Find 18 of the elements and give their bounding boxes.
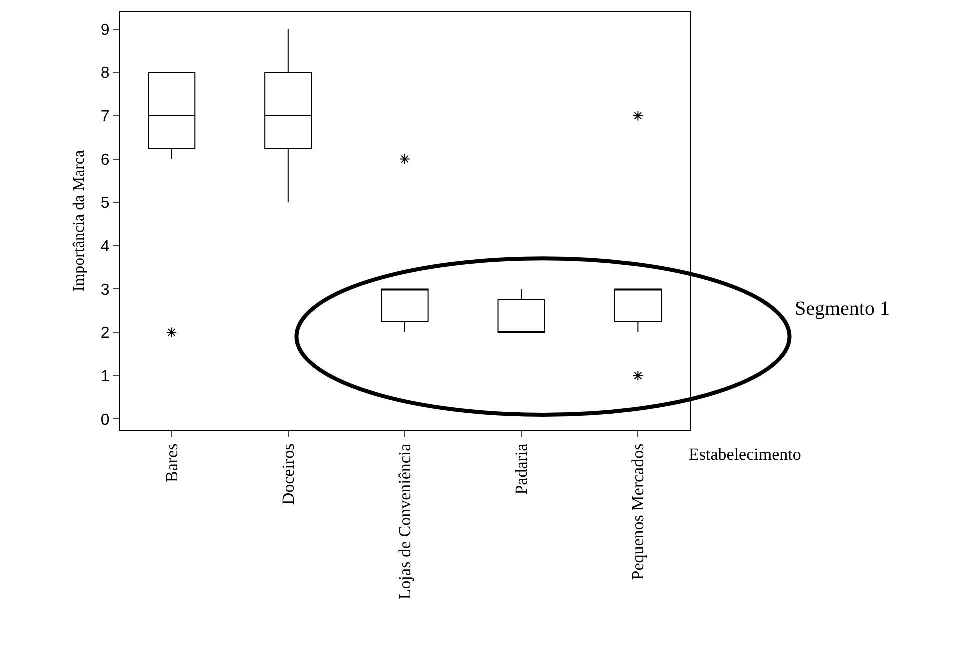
y-tick-label: 3 (100, 282, 110, 299)
x-tick-label: Doceiros (278, 444, 298, 506)
x-tick-label: Lojas de Conveniência (396, 443, 415, 600)
y-tick-label: 2 (100, 325, 110, 342)
x-tick-label: Bares (162, 444, 182, 483)
y-tick-label: 1 (100, 368, 110, 386)
x-axis-title: Estabelecimento (689, 445, 802, 464)
y-tick-label: 5 (100, 195, 110, 212)
x-tick-label: Pequenos Mercados (628, 444, 648, 580)
text: Segmento 1 (795, 298, 890, 320)
y-tick-label: 6 (100, 152, 110, 169)
y-tick-label: 9 (100, 22, 110, 39)
x-tick-label: Padaria (512, 443, 532, 495)
y-tick-label: 7 (100, 108, 110, 126)
y-tick-label: 0 (100, 412, 110, 429)
y-axis-title: Importância da Marca (70, 150, 88, 292)
y-tick-label: 4 (100, 238, 110, 256)
y-tick-label: 8 (100, 65, 110, 82)
